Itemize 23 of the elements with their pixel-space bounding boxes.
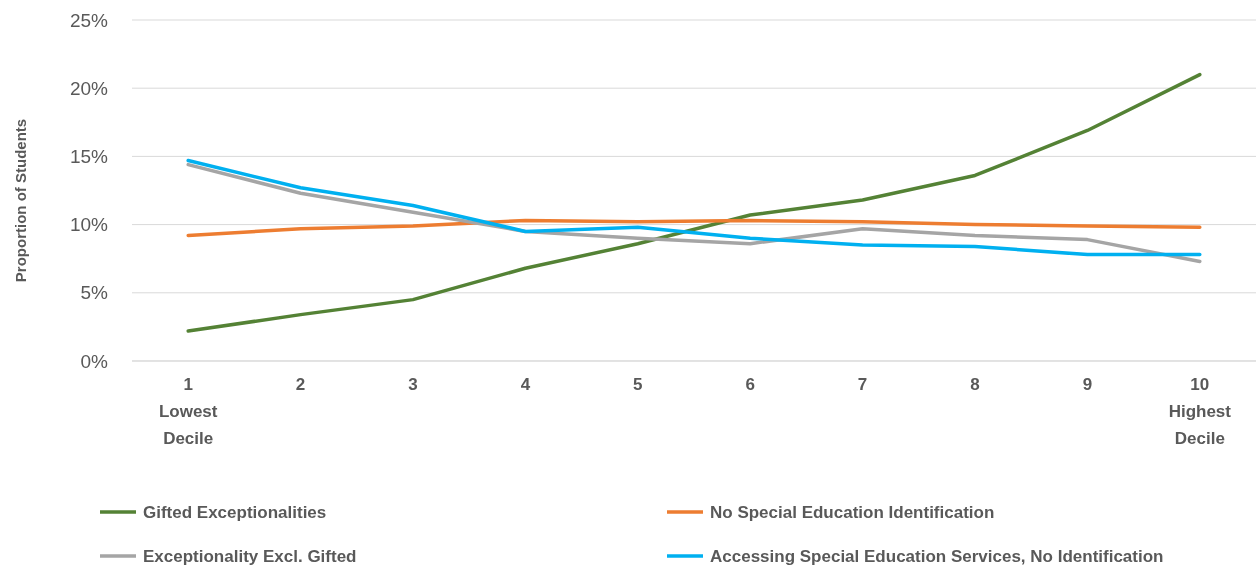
line-series [186,218,1202,238]
x-tick-label: 1 Lowest Decile [158,375,218,448]
x-tick-label: 3 [408,375,418,394]
x-tick-label: 4 [520,375,531,394]
y-tick-label: 25% [69,9,109,31]
y-tick-label: 10% [69,214,109,236]
x-tick-label: 8 [970,375,980,394]
legend-label: Exceptionality Excl. Gifted [143,546,357,566]
x-tick-label: 2 [295,375,306,394]
legend-label: Accessing Special Education Services, No Identification [710,546,1164,566]
x-tick-label: 9 [1082,375,1093,394]
x-tick-label: 7 [857,375,868,394]
x-tick-label: 10 Highest Decile [1168,375,1232,448]
y-tick-label: 20% [69,77,109,99]
x-tick-label: 6 [745,375,755,394]
y-tick-label: 0% [80,350,109,372]
y-tick-label: 5% [80,282,109,304]
legend-label: Gifted Exceptionalities [143,502,327,522]
y-axis-title: Proportion of Students [12,118,29,283]
y-tick-label: 15% [69,146,109,168]
line-series [186,72,1202,333]
legend-label: No Special Education Identification [710,502,995,522]
x-tick-label: 5 [633,375,643,394]
